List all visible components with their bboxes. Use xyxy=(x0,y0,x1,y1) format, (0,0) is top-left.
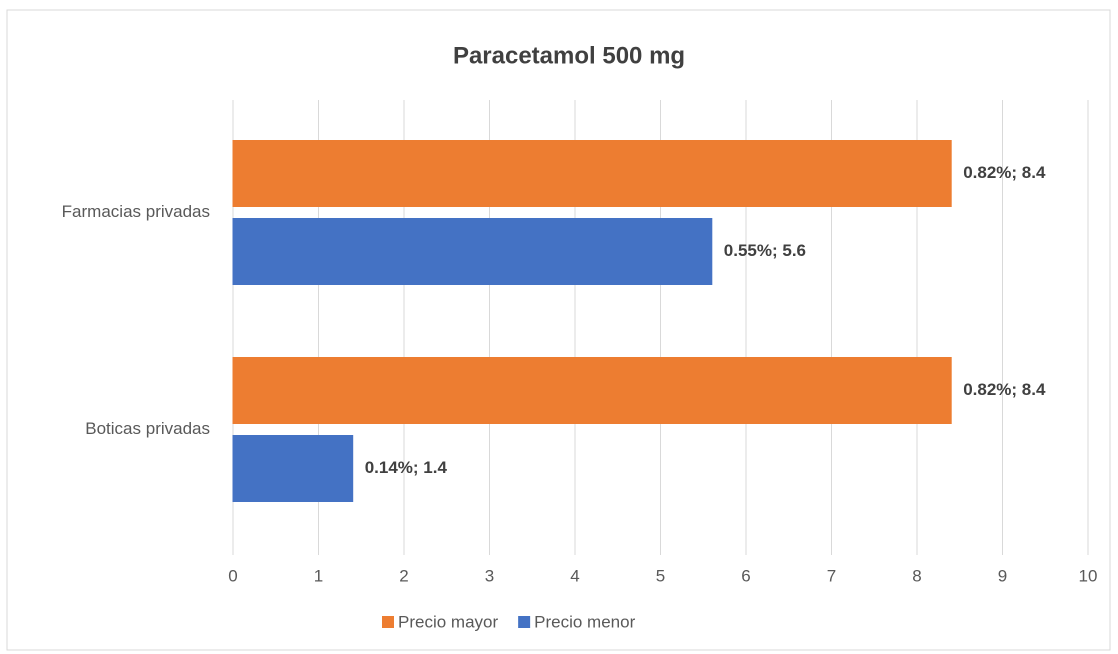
x-tick-label: 3 xyxy=(485,566,494,585)
x-tick-label: 6 xyxy=(741,566,750,585)
legend-swatch xyxy=(518,616,531,628)
bar xyxy=(232,435,354,502)
legend-swatch xyxy=(382,616,394,628)
chart-title: Paracetamol 500 mg xyxy=(453,42,685,69)
y-tick-label: Boticas privadas xyxy=(85,419,210,438)
value-label: 0.82%; 8.4 xyxy=(963,380,1046,399)
bar xyxy=(232,218,713,285)
value-label: 0.14%; 1.4 xyxy=(365,458,448,477)
bar xyxy=(232,140,952,207)
x-tick-label: 0 xyxy=(228,566,237,585)
x-tick-label: 4 xyxy=(570,566,579,585)
x-tick-label: 7 xyxy=(827,566,836,585)
legend-label: Precio menor xyxy=(534,612,635,631)
x-tick-label: 5 xyxy=(656,566,665,585)
chart-border xyxy=(6,9,1111,651)
value-label: 0.82%; 8.4 xyxy=(963,163,1046,182)
y-tick-label: Farmacias privadas xyxy=(62,202,210,221)
x-tick-label: 8 xyxy=(912,566,921,585)
x-tick-label: 1 xyxy=(314,566,323,585)
x-tick-label: 2 xyxy=(399,566,408,585)
x-tick-label: 9 xyxy=(998,566,1007,585)
value-label: 0.55%; 5.6 xyxy=(724,241,806,260)
x-tick-label: 10 xyxy=(1079,566,1098,585)
bar xyxy=(232,357,952,424)
legend-label: Precio mayor xyxy=(398,612,498,631)
